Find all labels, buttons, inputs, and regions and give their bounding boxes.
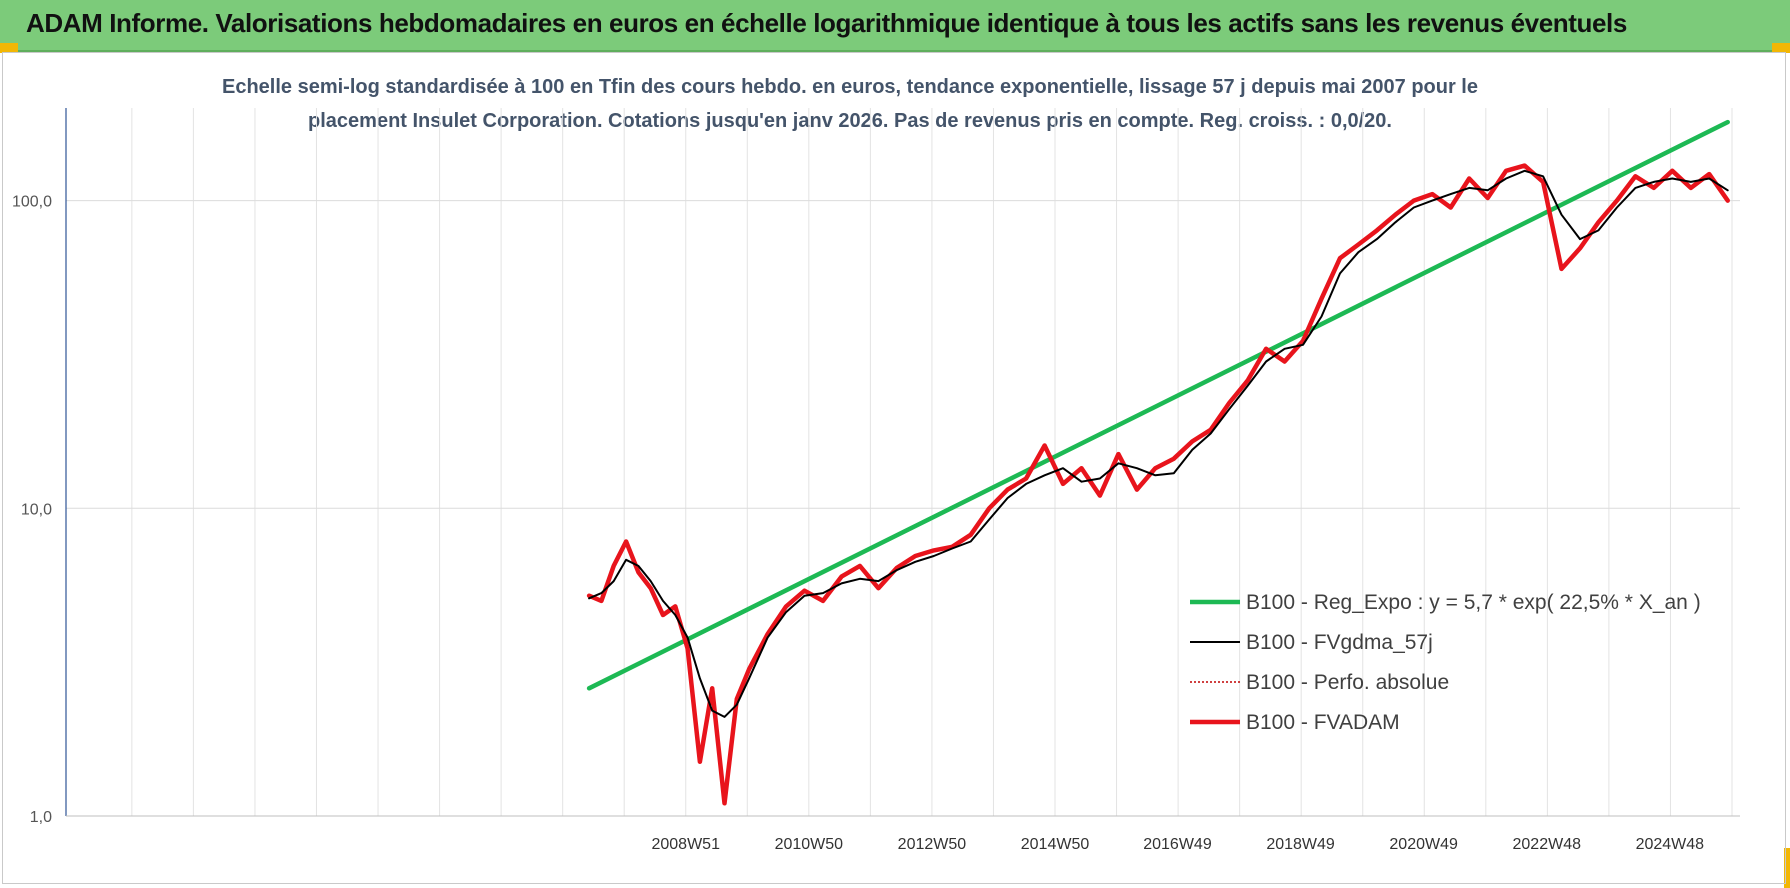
chart-frame [2, 52, 1786, 884]
x-tick-label: 2016W49 [1143, 836, 1212, 853]
corner-marker-bottom-right [1784, 848, 1790, 888]
title-bar: ADAM Informe. Valorisations hebdomadaire… [0, 0, 1790, 52]
series-line-0 [586, 119, 1730, 691]
x-tick-label: 2010W50 [775, 836, 844, 853]
x-tick-label: 2024W48 [1636, 836, 1705, 853]
x-tick-label: 2008W51 [651, 836, 720, 853]
legend-label: B100 - Reg_Expo : y = 5,7 * exp( 22,5% *… [1246, 591, 1701, 614]
x-tick-label: 2020W49 [1389, 836, 1458, 853]
x-tick-label: 2012W50 [898, 836, 967, 853]
y-tick-label: 100,0 [12, 194, 52, 211]
chart-subtitle-line-2: placement Insulet Corporation. Cotations… [308, 110, 1392, 132]
legend-label: B100 - FVgdma_57j [1246, 631, 1433, 654]
legend-label: B100 - FVADAM [1246, 711, 1400, 734]
x-tick-label: 2022W48 [1513, 836, 1582, 853]
series-line-1 [588, 169, 1729, 718]
series-line-3 [586, 163, 1730, 806]
y-tick-label: 1,0 [30, 809, 52, 826]
series-line-2 [588, 164, 1729, 805]
legend-label: B100 - Perfo. absolue [1246, 671, 1449, 694]
x-tick-label: 2014W50 [1021, 836, 1090, 853]
chart-subtitle-line-1: Echelle semi-log standardisée à 100 en T… [222, 76, 1478, 98]
corner-marker-top-left [0, 43, 18, 53]
report-title: ADAM Informe. Valorisations hebdomadaire… [26, 8, 1627, 38]
corner-marker-top-right [1772, 43, 1790, 53]
x-tick-label: 2018W49 [1266, 836, 1335, 853]
y-tick-label: 10,0 [21, 501, 52, 518]
